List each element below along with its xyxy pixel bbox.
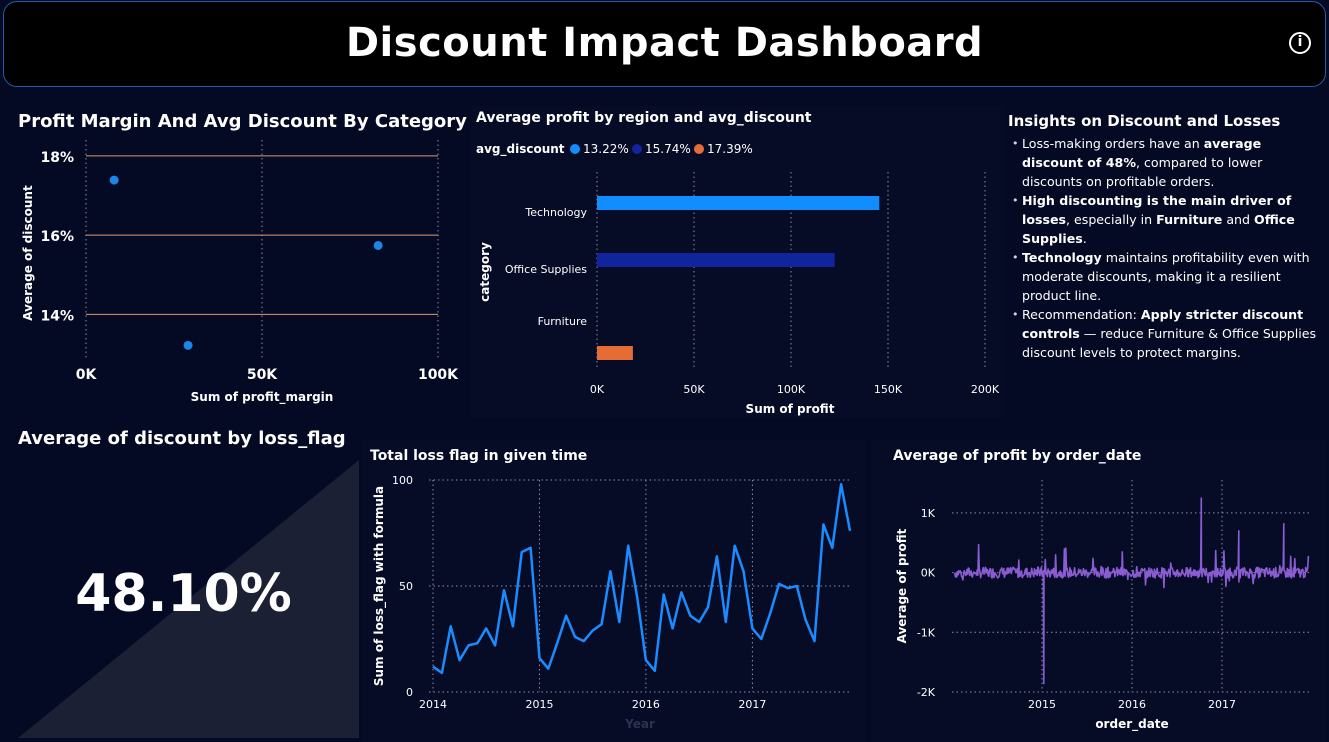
kpi-title: Average of discount by loss_flag [18, 428, 346, 449]
insights-title: Insights on Discount and Losses [1008, 112, 1281, 130]
dashboard-header: Discount Impact Dashboard i [3, 1, 1326, 87]
insight-item: Recommendation: Apply stricter discount … [1012, 305, 1318, 362]
bar-title: Average profit by region and avg_discoun… [476, 110, 812, 126]
scatter-x-tick: 0K [76, 367, 98, 383]
insight-text: . [1082, 231, 1087, 246]
scatter-x-tick: 50K [247, 367, 278, 383]
loss-flag-chart: 100 50 0 2014 2015 2016 2017 Year Sum of loss_fl… [372, 474, 852, 731]
scatter-x-label: Sum of profit_margin [191, 390, 334, 405]
loss-x-label: Year [624, 717, 655, 731]
insight-bold-text: High discounting is the main driver of l… [1022, 193, 1292, 227]
scatter-x-tick: 100K [418, 367, 459, 383]
scatter-panel: Profit Margin And Avg Discount By Catego… [8, 98, 467, 410]
loss-y-tick: 100 [392, 474, 413, 487]
insight-bold-text: average discount of 48% [1022, 136, 1262, 170]
insight-text: Recommendation: [1022, 307, 1141, 322]
bar-legend-label: 13.22% [583, 142, 629, 156]
profit-line [953, 497, 1310, 685]
insights-panel: Insights on Discount and Losses Loss-mak… [1004, 106, 1326, 422]
scatter-y-label: Average of discount [21, 185, 35, 321]
insight-text: — reduce Furniture & Office Supplies dis… [1022, 326, 1317, 360]
loss-y-tick: 0 [406, 686, 413, 699]
scatter-chart: 0K 50K 100K 18% 16% 14% Sum of profit_margin Av… [21, 140, 459, 405]
bar-panel: Average profit by region and avg_discoun… [471, 106, 1004, 418]
insight-text: , especially in [1066, 212, 1157, 227]
page-title: Discount Impact Dashboard [345, 20, 984, 66]
scatter-point [109, 175, 119, 185]
insight-bold-text: Technology [1022, 250, 1102, 265]
scatter-point [373, 240, 383, 250]
scatter-title: Profit Margin And Avg Discount By Catego… [18, 111, 467, 132]
scatter-point [183, 340, 193, 350]
bar-legend-dot [632, 144, 642, 154]
bar-category-label: Furniture [538, 315, 588, 328]
profit-y-tick: -1K [917, 626, 936, 639]
profit-x-tick: 2017 [1208, 698, 1236, 711]
kpi-panel: Average of discount by loss_flag 48.10% [8, 418, 359, 738]
insight-item: Loss-making orders have an average disco… [1012, 134, 1318, 191]
profit-y-tick: 0K [921, 567, 936, 580]
bar-x-tick: 0K [590, 383, 605, 396]
profit-y-tick: 1K [921, 507, 936, 520]
loss-y-tick: 50 [399, 580, 413, 593]
loss-x-tick: 2016 [632, 698, 660, 711]
bar-legend-label: 15.74% [645, 142, 691, 156]
scatter-y-tick: 14% [40, 308, 74, 324]
loss-x-tick: 2014 [419, 698, 447, 711]
insight-text: maintains profitability even with modera… [1022, 250, 1310, 303]
bar-rect [597, 346, 633, 360]
bar-category-label: Office Supplies [505, 263, 587, 276]
bar-y-label: category [478, 242, 492, 302]
insight-item: Technology maintains profitability even … [1012, 248, 1318, 305]
profit-x-tick: 2016 [1118, 698, 1146, 711]
profit-date-title: Average of profit by order_date [893, 448, 1142, 464]
profit-x-label: order_date [1095, 717, 1168, 732]
loss-flag-title: Total loss flag in given time [370, 448, 588, 464]
bar-rect [597, 196, 880, 210]
bar-x-tick: 200K [971, 383, 1000, 396]
bar-legend-dot [570, 144, 580, 154]
profit-date-panel: Average of profit by order_date 1K 0K -1K -… [872, 440, 1326, 742]
profit-date-chart: 1K 0K -1K -2K 2015 2016 2017 order_date Average … [895, 480, 1312, 732]
kpi-value: 48.10% [75, 564, 292, 624]
bar-legend-title: avg_discount [476, 142, 565, 157]
scatter-y-tick: 18% [40, 150, 74, 166]
insight-bold-text: Furniture [1156, 212, 1223, 227]
profit-y-label: Average of profit [895, 528, 909, 643]
insight-text: Loss-making orders have an [1022, 136, 1204, 151]
insight-item: High discounting is the main driver of l… [1012, 191, 1318, 248]
bar-chart: avg_discount 13.22% 15.74% 17.39% 0K 50K 100K 1… [476, 142, 1000, 416]
bar-rect [597, 253, 835, 267]
bar-x-label: Sum of profit [746, 402, 835, 416]
loss-y-label: Sum of loss_flag with formula [372, 486, 387, 686]
scatter-y-tick: 16% [40, 229, 74, 245]
bar-legend-label: 17.39% [707, 142, 753, 156]
info-icon[interactable]: i [1289, 32, 1311, 54]
insight-bold-text: Apply stricter discount controls [1022, 307, 1304, 341]
insight-bold-text: Office Supplies [1022, 212, 1295, 246]
insights-list: Loss-making orders have an average disco… [1012, 134, 1318, 362]
insight-text: , compared to lower discounts on profita… [1022, 155, 1263, 189]
bar-legend-dot [694, 144, 704, 154]
profit-x-tick: 2015 [1028, 698, 1056, 711]
profit-y-tick: -2K [917, 686, 936, 699]
bar-x-tick: 150K [874, 383, 903, 396]
loss-x-tick: 2017 [738, 698, 766, 711]
loss-flag-panel: Total loss flag in given time 100 50 0 2014… [363, 440, 865, 742]
bar-x-tick: 50K [683, 383, 705, 396]
bar-x-tick: 100K [777, 383, 806, 396]
insight-text: and [1222, 212, 1255, 227]
bar-category-label: Technology [524, 206, 587, 219]
loss-x-tick: 2015 [525, 698, 553, 711]
kpi-background-shape [18, 460, 359, 738]
loss-line [432, 482, 852, 675]
